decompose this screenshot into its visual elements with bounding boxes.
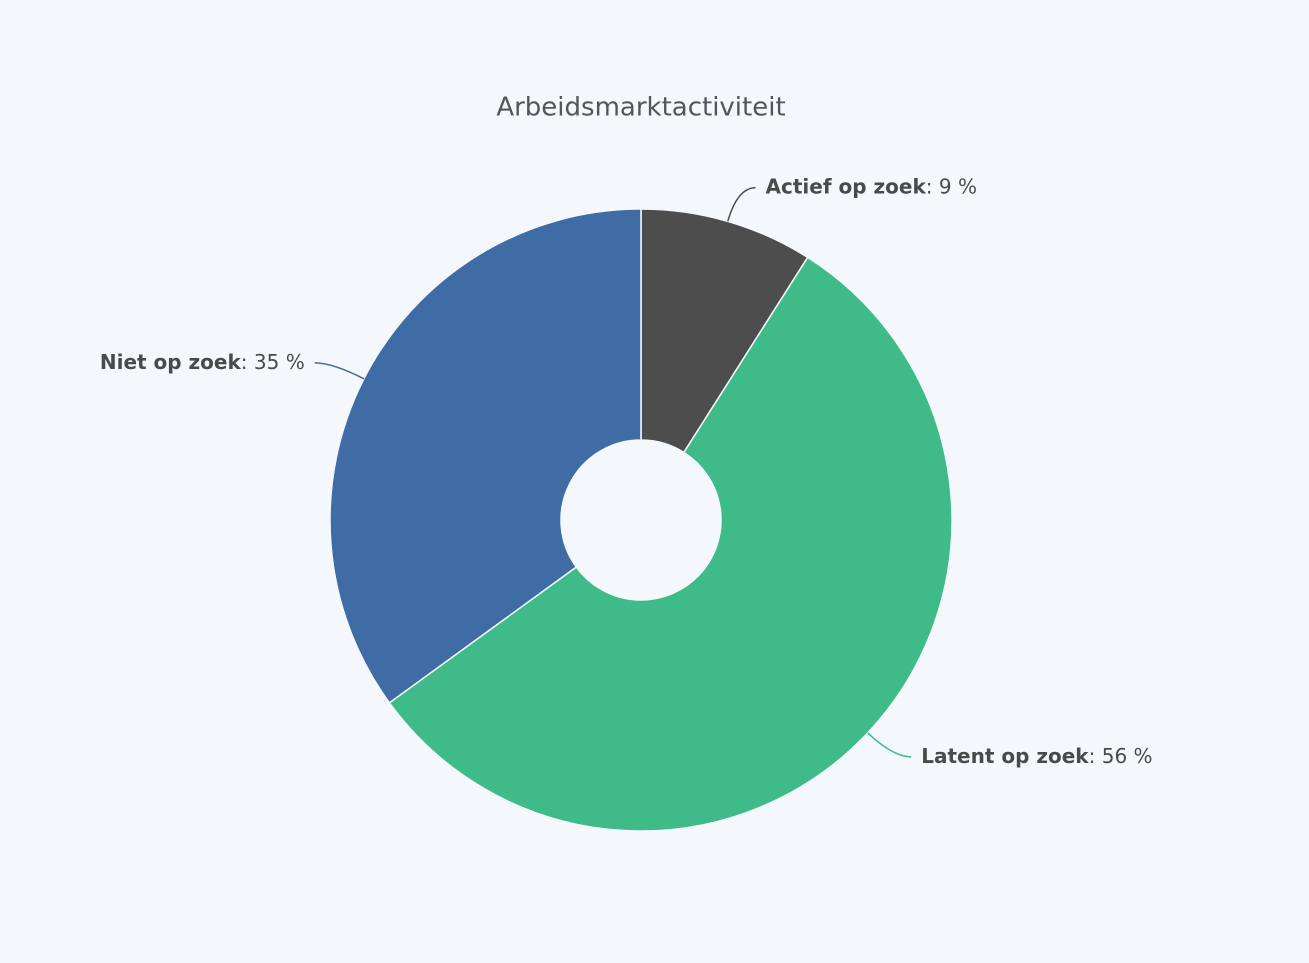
connector (727, 186, 756, 222)
data-label: Actief op zoek: 9 % (766, 174, 977, 198)
value-label: : 56 % (1089, 743, 1153, 767)
slice (388, 256, 953, 832)
category-name: Latent op zoek (921, 743, 1089, 767)
category-name: Niet op zoek (100, 349, 242, 373)
slice (640, 208, 809, 454)
slice (329, 208, 642, 704)
chart-title: Arbeidsmarktactiviteit (496, 93, 785, 123)
value-label: : 9 % (926, 174, 977, 198)
data-label: Niet op zoek: 35 % (100, 349, 305, 373)
category-name: Actief op zoek (766, 174, 927, 198)
connector (314, 362, 365, 380)
value-label: : 35 % (241, 349, 305, 373)
data-label: Latent op zoek: 56 % (921, 743, 1152, 767)
connector (867, 732, 912, 758)
